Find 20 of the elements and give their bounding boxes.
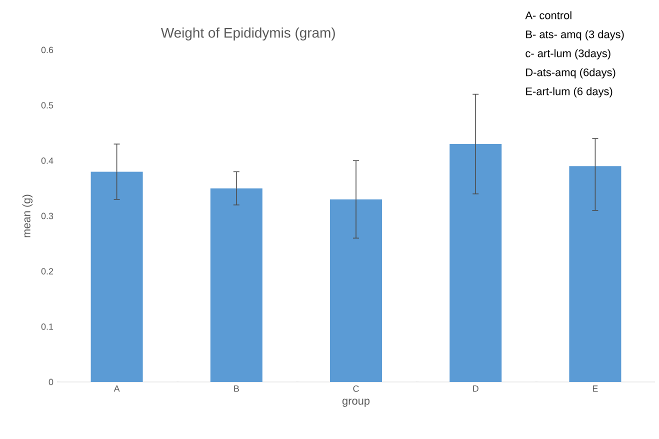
x-tick-label: E	[592, 386, 598, 392]
chart-title: Weight of Epididymis (gram)	[160, 27, 335, 40]
x-tick-label: C	[353, 386, 359, 392]
text: B- ats- amq (3 days)	[526, 30, 624, 40]
y-tick-label: 0.6	[41, 46, 54, 54]
y-tick-label: 0.1	[41, 323, 54, 330]
y-tick-label: 0.3	[41, 212, 54, 220]
x-tick-label: D	[473, 386, 478, 392]
annotation: E-art-lum (6 days)	[526, 87, 612, 98]
y-tick-label: 0.4	[41, 157, 54, 164]
x-tick-label: A	[114, 386, 120, 392]
y-tick-label: 0.5	[41, 102, 54, 108]
annotation: c- art-lum (3days)	[526, 49, 610, 60]
y-tick-label: 0.2	[41, 268, 54, 274]
y-tick-label: 0	[48, 378, 54, 386]
x-tick-label: B	[234, 386, 239, 392]
text: A- control	[525, 11, 572, 20]
x-axis-title: group	[342, 398, 370, 407]
y-axis-title: mean (g)	[22, 194, 33, 238]
annotation: D-ats-amq (6days)	[526, 68, 616, 78]
